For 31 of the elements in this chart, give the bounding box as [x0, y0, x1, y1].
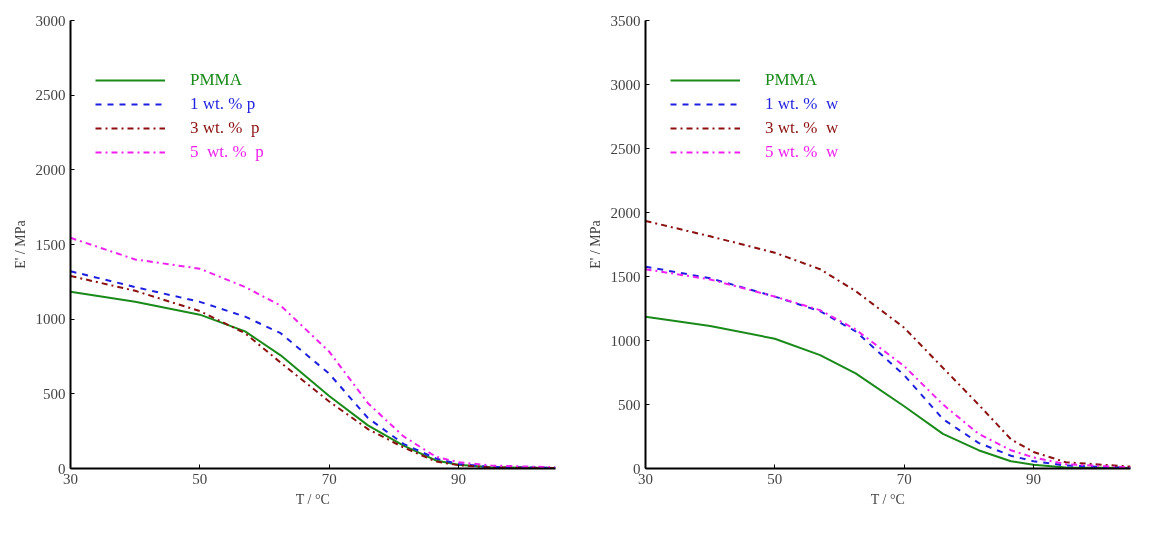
y-tick-label: 3500	[610, 12, 641, 29]
y-tick-label: 2500	[35, 87, 66, 104]
legend-label: 3 wt. % p	[190, 118, 260, 138]
x-tick-label: 70	[896, 470, 912, 487]
y-axis-title: E' / MPa	[12, 219, 28, 269]
x-tick-label: 50	[192, 470, 208, 487]
legend-label: 5 wt. % w	[765, 142, 839, 162]
x-axis-title: T / °C	[295, 491, 330, 507]
x-axis-title: T / °C	[870, 491, 905, 507]
y-tick-label: 500	[618, 396, 641, 413]
x-tick-label: 90	[451, 470, 466, 487]
legend-label: PMMA	[190, 70, 242, 90]
x-tick-label: 70	[321, 470, 337, 487]
y-tick-label: 1000	[610, 332, 641, 349]
y-tick-label: 3000	[35, 12, 66, 29]
legend-label: PMMA	[765, 70, 817, 90]
y-tick-label: 3000	[610, 76, 641, 93]
x-tick-label: 90	[1026, 470, 1041, 487]
y-axis-title: E' / MPa	[587, 219, 603, 269]
y-tick-label: 1500	[35, 236, 66, 253]
y-tick-label: 1000	[35, 311, 66, 328]
legend-label: 1 wt. % p	[190, 94, 256, 114]
legend-label: 5 wt. % p	[190, 142, 264, 162]
y-tick-label: 2000	[610, 204, 641, 221]
legend-label: 3 wt. % w	[765, 118, 839, 138]
y-tick-label: 1500	[610, 268, 641, 285]
y-tick-label: 2000	[35, 161, 66, 178]
y-tick-label: 2500	[610, 140, 641, 157]
y-tick-label: 500	[43, 385, 66, 402]
x-tick-label: 50	[767, 470, 783, 487]
legend-label: 1 wt. % w	[765, 94, 839, 114]
